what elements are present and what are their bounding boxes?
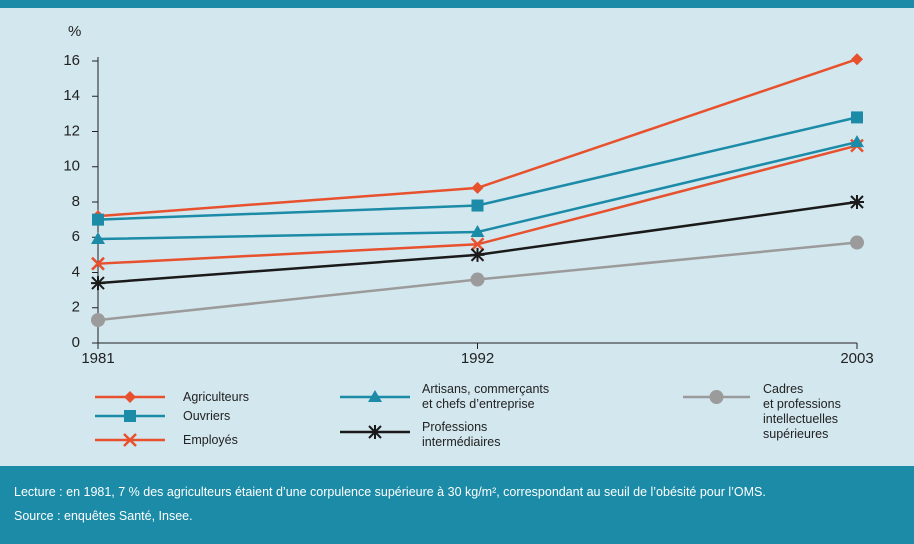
marker (124, 410, 136, 422)
legend-label: Artisans, commerçants et chefs d’entrepr… (422, 382, 550, 411)
marker (123, 433, 137, 447)
x-tick-label: 1992 (461, 350, 494, 367)
y-tick-label: 0 (72, 334, 80, 351)
y-tick-label: 2 (72, 299, 80, 316)
marker (850, 135, 864, 148)
legend-label: Agriculteurs (183, 390, 249, 404)
marker (471, 181, 484, 194)
y-tick-label: 12 (63, 122, 80, 139)
marker (709, 390, 724, 404)
y-tick-label: 14 (63, 87, 80, 104)
legend-label: Employés (183, 433, 238, 447)
legend-label: Ouvriers (183, 409, 231, 423)
note: Lecture : en 1981, 7 % des agriculteurs … (14, 485, 766, 499)
marker (470, 237, 485, 252)
marker (470, 247, 485, 262)
marker (470, 272, 485, 287)
marker (368, 390, 382, 402)
marker (368, 425, 382, 439)
legend-label: Cadres et professions intellectuelles su… (763, 382, 841, 441)
y-unit: % (68, 23, 81, 40)
marker (92, 213, 104, 226)
footer-band (0, 466, 914, 544)
marker (91, 232, 105, 245)
marker (91, 276, 105, 291)
top-band (0, 0, 914, 8)
x-tick-label: 2003 (840, 350, 873, 367)
y-tick-label: 6 (72, 228, 80, 245)
y-tick-label: 16 (63, 52, 80, 69)
y-tick-label: 10 (63, 158, 80, 175)
x-tick-label: 1981 (81, 350, 114, 367)
marker (851, 111, 863, 124)
y-tick-label: 8 (72, 193, 80, 210)
marker (850, 195, 864, 209)
legend-label: Professions intermédiaires (422, 420, 501, 449)
note: Source : enquêtes Santé, Insee. (14, 509, 193, 523)
marker (91, 256, 105, 271)
marker (470, 224, 485, 237)
marker (124, 391, 136, 403)
marker (851, 53, 863, 66)
marker (850, 235, 864, 250)
marker (91, 313, 105, 328)
y-tick-label: 4 (72, 263, 80, 280)
marker (471, 199, 484, 212)
